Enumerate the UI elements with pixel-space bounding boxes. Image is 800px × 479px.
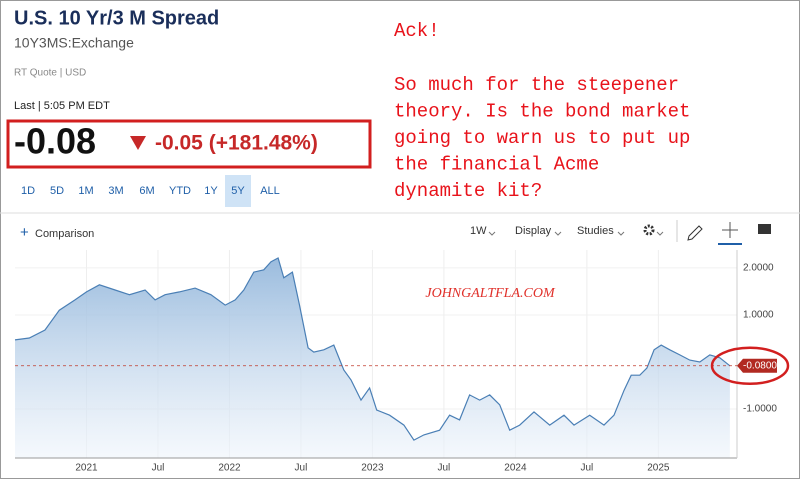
annotation-line: going to warn us to put up <box>394 127 690 149</box>
quote-info: RT Quote | USD <box>14 68 86 79</box>
x-tick-label: 2024 <box>504 463 527 474</box>
range-button[interactable]: 5Y <box>231 185 245 197</box>
price: -0.08 <box>14 121 96 162</box>
highlight-box <box>6 119 372 169</box>
range-button[interactable]: 6M <box>139 185 154 197</box>
area <box>15 258 730 458</box>
y-tick-label: 2.0000 <box>743 263 774 274</box>
y-tick-label: 1.0000 <box>743 310 774 321</box>
plot: 2021 Jul 2022 Jul 2023 Jul 2024 Jul 2025 2.0000 1.… <box>14 250 790 474</box>
annotation: So much for the steepener theory. Is the … <box>394 74 690 202</box>
x-tick-label: 2023 <box>361 463 384 474</box>
annotation-line: theory. Is the bond market <box>394 101 690 123</box>
annotation-line: the financial Acme <box>394 154 599 176</box>
last-value-label: -0.0800 <box>743 360 777 371</box>
x-tick-label: 2022 <box>218 463 241 474</box>
last-label: Last | 5:05 PM EDT <box>14 100 110 112</box>
range-button[interactable]: 1Y <box>204 185 218 197</box>
down-arrow <box>130 136 146 150</box>
chevron <box>554 231 562 236</box>
x-tick-label: Jul <box>438 463 451 474</box>
annotation-line: dynamite kit? <box>394 180 542 202</box>
annotation-title: Ack! <box>394 20 440 42</box>
draw-button[interactable] <box>687 225 703 241</box>
y-tick-label: -1.0000 <box>743 404 777 415</box>
range-bar: 1D 5D 1M 3M 6M YTD 1Y 5Y ALL <box>21 175 280 207</box>
x-tick-label: 2025 <box>647 463 670 474</box>
x-tick-label: 2021 <box>75 463 98 474</box>
last-value-tag <box>737 358 777 373</box>
change: -0.05 (+181.48%) <box>155 132 318 155</box>
line <box>14 257 731 441</box>
x-tick-label: Jul <box>295 463 308 474</box>
title: U.S. 10 Yr/3 M Spread <box>14 7 219 29</box>
symbol: 10Y3MS:Exchange <box>14 35 134 51</box>
watermark: JOHNGALTFLA.COM <box>425 286 556 301</box>
studies-button[interactable]: Studies <box>577 225 614 237</box>
comparison-button[interactable]: Comparison <box>35 228 94 240</box>
annotation-line: So much for the steepener <box>394 74 679 96</box>
highlight-ellipse <box>710 346 790 386</box>
range-button[interactable]: 3M <box>108 185 123 197</box>
range-button[interactable]: YTD <box>169 185 191 197</box>
range-button[interactable]: 1D <box>21 185 35 197</box>
x-tick-label: Jul <box>580 463 593 474</box>
x-tick-label: Jul <box>152 463 165 474</box>
settings-button[interactable] <box>643 224 655 236</box>
plus-icon[interactable]: + <box>20 224 29 241</box>
display-button[interactable]: Display <box>515 225 552 237</box>
comment-button[interactable] <box>758 224 771 234</box>
chevron <box>617 231 625 236</box>
range-selected <box>225 175 251 207</box>
crosshair-button[interactable] <box>722 222 738 238</box>
chevron <box>656 231 664 236</box>
interval-button[interactable]: 1W <box>470 225 487 237</box>
chevron <box>488 231 496 236</box>
range-button[interactable]: ALL <box>260 185 280 197</box>
range-button[interactable]: 1M <box>78 185 93 197</box>
range-button[interactable]: 5D <box>50 185 64 197</box>
